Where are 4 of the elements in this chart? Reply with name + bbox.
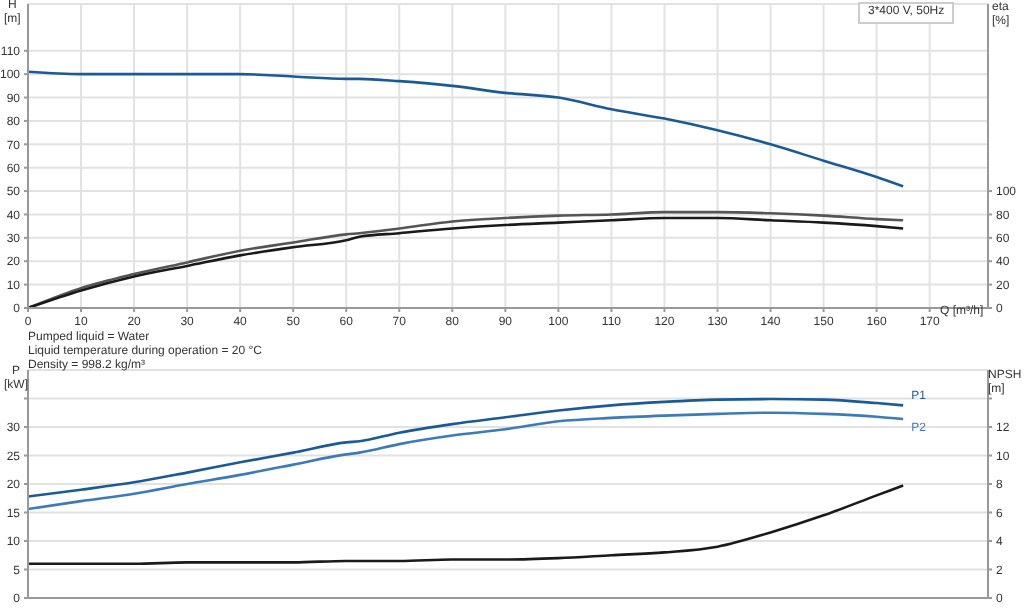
line-series <box>28 484 905 566</box>
line-series <box>28 397 905 498</box>
line-series <box>28 70 905 188</box>
line-series <box>28 411 905 511</box>
